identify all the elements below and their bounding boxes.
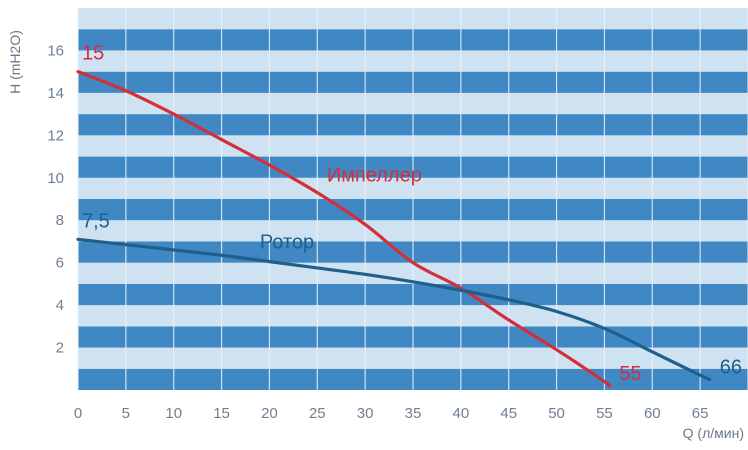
series-1: 7,5 66 Ротор: [76, 210, 742, 381]
x-tick-label: 15: [213, 405, 230, 422]
series-line: [76, 70, 612, 388]
y-tick-label: 2: [56, 340, 64, 357]
y-tick-label: 4: [56, 297, 64, 314]
x-tick-label: 55: [596, 405, 613, 422]
y-axis-ticks: 2 4 6 8 10 12 14 16: [47, 42, 64, 356]
x-tick-label: 45: [500, 405, 517, 422]
x-tick-label: 65: [692, 405, 709, 422]
series-end-label: 66: [720, 356, 742, 378]
series-layer: 15 55 Импеллер 7,5 66 Ротор: [76, 43, 742, 388]
series-0: 15 55 Импеллер: [76, 43, 641, 388]
x-tick-label: 10: [165, 405, 182, 422]
y-tick-label: 14: [47, 85, 64, 102]
x-tick-label: 35: [405, 405, 422, 422]
series-name-label: Ротор: [260, 232, 314, 254]
x-tick-label: 60: [644, 405, 661, 422]
series-name-label: Импеллер: [327, 165, 422, 187]
x-tick-label: 25: [309, 405, 326, 422]
x-axis-label: Q (л/мин): [683, 425, 744, 441]
series-end-label: 55: [619, 363, 641, 385]
y-tick-label: 16: [47, 42, 64, 59]
y-axis-label: H (mH2O): [7, 30, 23, 94]
series-start-label: 7,5: [82, 210, 110, 232]
y-tick-label: 12: [47, 127, 64, 144]
x-tick-label: 40: [453, 405, 470, 422]
x-axis-ticks: 0 5 10 15 20 25 30 35 40 45 50 55 60 65: [74, 405, 709, 422]
y-tick-label: 10: [47, 170, 64, 187]
y-tick-label: 6: [56, 255, 64, 272]
x-tick-label: 50: [548, 405, 565, 422]
x-tick-label: 20: [261, 405, 278, 422]
x-tick-label: 30: [357, 405, 374, 422]
x-tick-label: 0: [74, 405, 82, 422]
y-tick-label: 8: [56, 212, 64, 229]
series-line: [76, 237, 712, 381]
x-tick-label: 5: [122, 405, 130, 422]
series-start-label: 15: [82, 43, 104, 65]
